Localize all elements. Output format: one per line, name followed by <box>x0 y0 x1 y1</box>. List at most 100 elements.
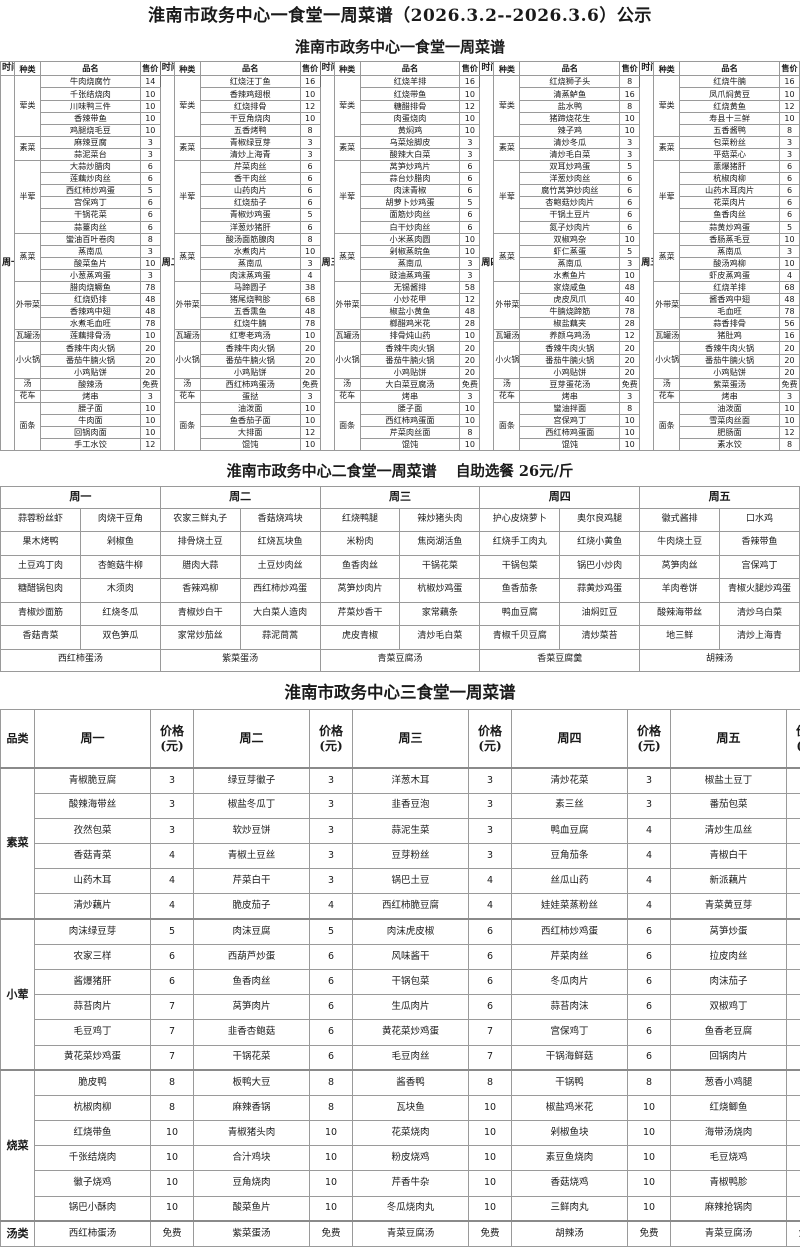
dish-name: 剁椒鱼块 <box>512 1121 628 1146</box>
dish-name: 毛豆烧鸡 <box>671 1146 787 1171</box>
dish-name: 椒盐小黄鱼 <box>360 306 460 318</box>
dish-price: 6 <box>628 919 671 944</box>
dish-name: 杭椒炒鸡蛋 <box>400 579 480 603</box>
dish-price: 6 <box>780 197 800 209</box>
dish-name: 红烧羊排 <box>680 281 780 293</box>
price-label-line1: 价格 <box>319 724 343 738</box>
dish-name: 烤串 <box>41 390 141 402</box>
dish-price: 10 <box>140 100 160 112</box>
dish-name: 腊肉大蒜 <box>160 555 240 579</box>
dish-price: 6 <box>628 944 671 969</box>
dish-name: 西红柿鸡蛋面 <box>520 427 620 439</box>
dish-price: 28 <box>620 318 640 330</box>
dish-price: 20 <box>300 342 320 354</box>
dish-price: 16 <box>300 76 320 88</box>
dish-name: 肥肠面 <box>680 427 780 439</box>
dish-name: 西红柿鸡蛋汤 <box>200 378 300 390</box>
dish-name: 家烧咸鱼 <box>520 281 620 293</box>
dish-name: 脆皮鸭 <box>35 1070 151 1095</box>
dish-price: 5 <box>620 161 640 173</box>
dish-price: 3 <box>460 390 480 402</box>
dish-name: 清炒藕片 <box>35 894 151 919</box>
dish-price: 6 <box>620 197 640 209</box>
dish-price: 10 <box>460 439 480 451</box>
dish-name: 山药木耳 <box>35 869 151 894</box>
dish-name: 板鸭大豆 <box>194 1070 310 1095</box>
dish-price: 7 <box>469 1045 512 1070</box>
day-label-周五: 周五 <box>640 76 654 451</box>
dish-price: 10 <box>140 257 160 269</box>
dish-price: 10 <box>460 88 480 100</box>
dish-price: 3 <box>787 844 800 869</box>
dish-price: 10 <box>780 112 800 124</box>
dish-price: 20 <box>460 354 480 366</box>
dish-price: 4 <box>628 894 671 919</box>
table-row: 清炒藕片4脆皮茄子4西红柿脆豆腐4娃娃菜蒸粉丝4青菜黄豆芽4 <box>1 894 800 919</box>
dish-name: 青椒火腿炒鸡蛋 <box>720 579 800 603</box>
dish-price: 78 <box>780 306 800 318</box>
dish-price: 6 <box>140 197 160 209</box>
dish-name: 家常藕条 <box>400 602 480 626</box>
dish-name: 烤串 <box>360 390 460 402</box>
table-header-row: 周一周二周三周四周五 <box>1 486 800 508</box>
dish-price: 6 <box>780 161 800 173</box>
dish-price: 8 <box>620 76 640 88</box>
dish-price: 4 <box>151 869 194 894</box>
dish-name: 芹菜肉丝面 <box>360 427 460 439</box>
dish-price: 免费 <box>469 1221 512 1246</box>
dish-price: 6 <box>628 1045 671 1070</box>
dish-name: 五香酱鸭 <box>680 124 780 136</box>
dish-name: 洋葱炒肉丝 <box>520 173 620 185</box>
dish-name: 西红柿炒鸡蛋 <box>512 919 628 944</box>
dish-name: 酸辣大白菜 <box>360 148 460 160</box>
dish-name: 杏鲍菇炒肉片 <box>520 197 620 209</box>
dish-name: 小鸡贴饼 <box>200 366 300 378</box>
dish-name: 酱香鸡中翅 <box>680 294 780 306</box>
dish-price: 10 <box>787 1171 800 1196</box>
category-半荤: 半荤 <box>334 161 360 234</box>
dish-price: 6 <box>151 969 194 994</box>
dish-name: 红烧牛腩 <box>680 76 780 88</box>
dish-name: 青椒炒白干 <box>160 602 240 626</box>
dish-name: 清炒生瓜丝 <box>671 818 787 843</box>
header-price: 售价 <box>460 62 480 76</box>
dish-price: 6 <box>460 173 480 185</box>
dish-name: 豆角茄条 <box>512 844 628 869</box>
dish-name: 牛肉烧腐竹 <box>41 76 141 88</box>
header-price: 售价 <box>620 62 640 76</box>
dish-price: 4 <box>780 269 800 281</box>
dish-name: 牛腩烧蹄筋 <box>520 306 620 318</box>
dish-price: 10 <box>300 330 320 342</box>
dish-price: 12 <box>780 100 800 112</box>
dish-price: 3 <box>140 390 160 402</box>
dish-price: 6 <box>787 944 800 969</box>
dish-name: 香菇青菜 <box>1 626 81 650</box>
category-半荤: 半荤 <box>15 161 41 234</box>
table-row: 孜然包菜3软炒豆饼3蒜泥生菜3鸭血豆腐4清炒生瓜丝3 <box>1 818 800 843</box>
dish-name: 油泼面 <box>680 402 780 414</box>
dish-name: 水煮毛血旺 <box>41 318 141 330</box>
dish-price: 免费 <box>780 378 800 390</box>
dish-name: 香辣带鱼 <box>41 112 141 124</box>
dish-price: 12 <box>460 100 480 112</box>
dish-price: 3 <box>620 136 640 148</box>
dish-price: 20 <box>620 354 640 366</box>
dish-name: 回锅肉面 <box>41 427 141 439</box>
dish-price: 10 <box>620 233 640 245</box>
cafeteria-two-title: 淮南市政务中心二食堂一周菜谱 自助选餐 26元/斤 <box>0 457 800 485</box>
dish-price: 12 <box>300 427 320 439</box>
dish-price: 48 <box>140 306 160 318</box>
dish-price: 20 <box>140 342 160 354</box>
dish-name: 馄饨 <box>360 439 460 451</box>
category-瓦罐汤: 瓦罐汤 <box>494 330 520 342</box>
dish-name: 山药木耳肉片 <box>680 185 780 197</box>
dish-name: 鱼香肉丝 <box>320 555 400 579</box>
dish-price: 40 <box>620 294 640 306</box>
table-row: 果木烤鸭剁椒鱼排骨烧土豆红烧瓦块鱼米粉肉焦岗湖活鱼红烧手工肉丸红烧小黄鱼牛肉烧土… <box>1 532 800 556</box>
dish-price: 10 <box>460 112 480 124</box>
